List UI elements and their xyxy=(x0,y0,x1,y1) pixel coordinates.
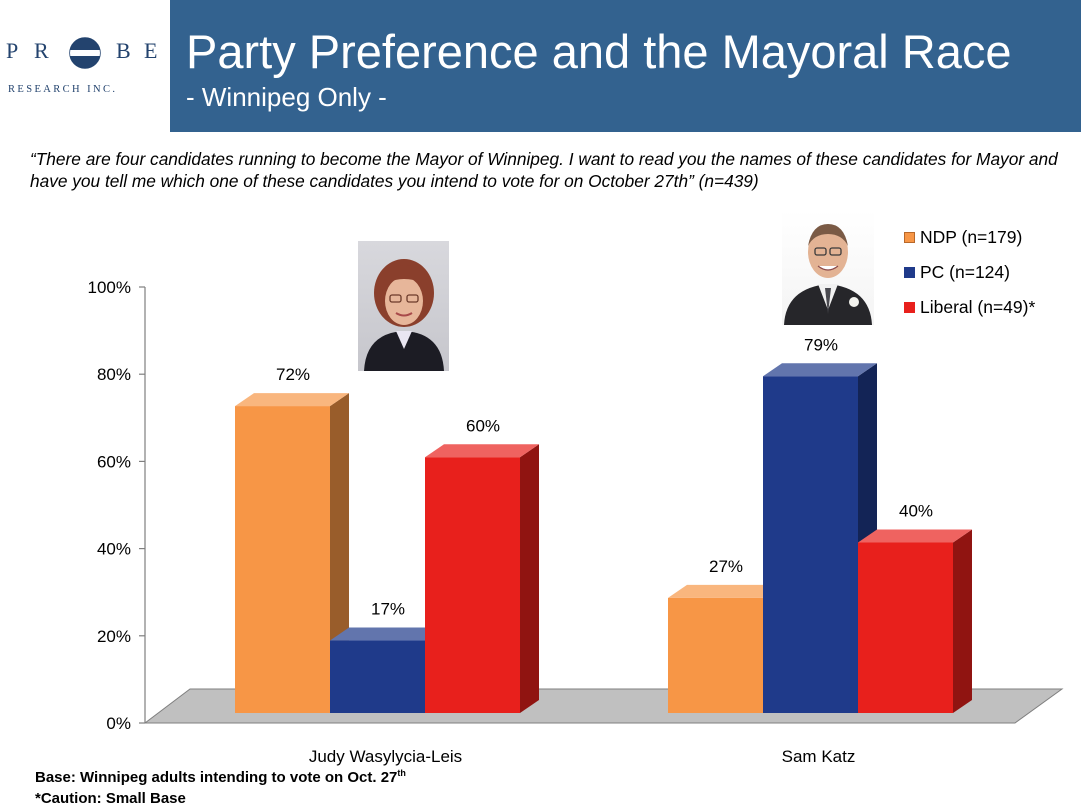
legend-swatch-liberal xyxy=(904,302,915,313)
logo-subtitle: RESEARCH INC. xyxy=(8,84,118,95)
footnote-base-text: Base: Winnipeg adults intending to vote … xyxy=(35,769,398,786)
y-tick-label: 0% xyxy=(106,714,131,733)
bar-front xyxy=(235,406,330,713)
y-tick-label: 40% xyxy=(97,540,131,559)
bar-front xyxy=(425,457,520,713)
page-title: Party Preference and the Mayoral Race xyxy=(186,25,1012,78)
legend-label: NDP (n=179) xyxy=(920,227,1023,247)
bar-value-label: 60% xyxy=(466,416,500,435)
legend-item-liberal: Liberal (n=49)* xyxy=(904,290,1035,325)
bar-top xyxy=(668,584,782,598)
x-category-label: Sam Katz xyxy=(782,747,856,766)
portrait-woman-icon xyxy=(364,259,444,371)
y-tick-label: 60% xyxy=(97,452,131,471)
legend-item-pc: PC (n=124) xyxy=(904,255,1035,290)
candidate-photo-sam xyxy=(782,210,874,325)
logo-letter: E xyxy=(144,38,158,63)
legend-swatch-pc xyxy=(904,267,915,278)
title-bar: Party Preference and the Mayoral Race - … xyxy=(170,0,1081,132)
logo-wordmark: P R B E xyxy=(6,38,166,66)
bar-value-label: 40% xyxy=(899,502,933,521)
page-subtitle: - Winnipeg Only - xyxy=(186,82,387,112)
bar-front xyxy=(763,376,858,713)
bar-side xyxy=(520,444,539,713)
logo-letter: B xyxy=(116,38,131,63)
bar-value-label: 79% xyxy=(804,335,838,354)
legend-swatch-ndp xyxy=(904,232,915,243)
bar-top xyxy=(763,363,877,377)
bar-side xyxy=(953,529,972,713)
logo-letter: P xyxy=(6,38,19,63)
bar-front xyxy=(330,640,425,713)
legend-item-ndp: NDP (n=179) xyxy=(904,220,1035,255)
logo: P R B E RESEARCH INC. xyxy=(0,0,170,132)
chart-legend: NDP (n=179) PC (n=124) Liberal (n=49)* xyxy=(904,220,1035,325)
bar-value-label: 17% xyxy=(371,600,405,619)
legend-label: PC (n=124) xyxy=(920,262,1010,282)
survey-question: “There are four candidates running to be… xyxy=(30,149,1058,191)
candidate-photo-judy xyxy=(358,241,449,371)
bar xyxy=(425,444,539,713)
bar-top xyxy=(858,529,972,543)
footnote-base-sup: th xyxy=(397,768,406,778)
bar-top xyxy=(235,393,349,407)
logo-globe-icon xyxy=(69,37,101,69)
portrait-man-icon xyxy=(784,224,872,325)
x-category-label: Judy Wasylycia-Leis xyxy=(309,747,462,766)
logo-letter: R xyxy=(34,38,49,63)
bar-top xyxy=(425,444,539,458)
bar-value-label: 27% xyxy=(709,557,743,576)
y-tick-label: 100% xyxy=(88,278,131,297)
bar-top xyxy=(330,627,444,641)
data-labels: 72% 17% 60% 27% 79% 40% xyxy=(276,335,933,618)
bar-front xyxy=(858,542,953,713)
bar-value-label: 72% xyxy=(276,365,310,384)
bar-front xyxy=(668,597,763,713)
footnote-caution: *Caution: Small Base xyxy=(35,790,186,807)
y-tick-label: 20% xyxy=(97,627,131,646)
y-axis: 0% 20% 40% 60% 80% 100% Judy Wasylycia-Leis Sam… xyxy=(88,278,856,766)
y-tick-label: 80% xyxy=(97,365,131,384)
bar xyxy=(858,529,972,713)
footnote-base: Base: Winnipeg adults intending to vote … xyxy=(35,768,406,786)
bars xyxy=(235,363,972,713)
legend-label: Liberal (n=49)* xyxy=(920,297,1036,317)
